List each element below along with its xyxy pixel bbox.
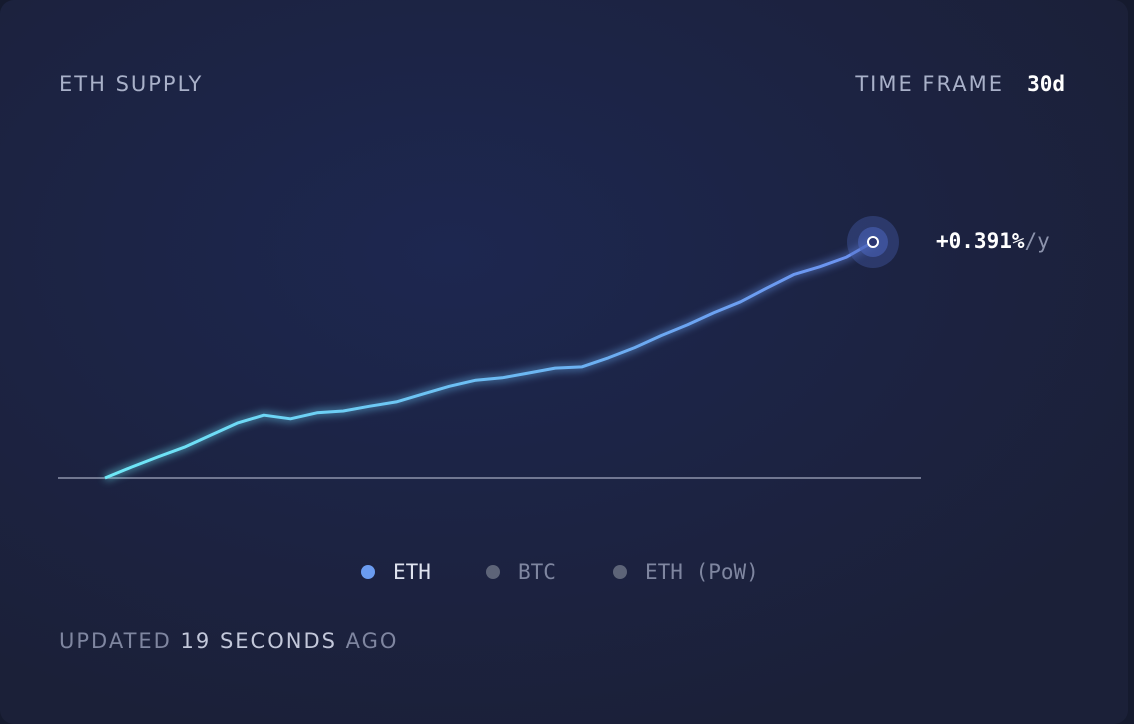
footer-unit: SECONDS bbox=[220, 629, 337, 653]
legend-item[interactable]: ETH (PoW) bbox=[645, 560, 759, 584]
legend-dot bbox=[486, 565, 500, 579]
updated-footer: UPDATED 19 SECONDS AGO bbox=[59, 629, 398, 653]
line bbox=[104, 240, 874, 480]
footer-suffix: AGO bbox=[346, 629, 399, 653]
end-value: +0.391% bbox=[936, 229, 1025, 253]
end-unit: /y bbox=[1025, 229, 1050, 253]
legend-item[interactable]: BTC bbox=[518, 560, 556, 584]
end-label: +0.391%/y bbox=[936, 229, 1050, 253]
footer-prefix: UPDATED bbox=[59, 629, 172, 653]
end-point bbox=[867, 236, 879, 248]
time-frame-button[interactable]: 30d bbox=[1027, 72, 1065, 96]
chart-title: ETH SUPPLY bbox=[59, 72, 203, 96]
legend-item[interactable]: ETH bbox=[393, 560, 431, 584]
legend-dot bbox=[361, 565, 375, 579]
legend-dot bbox=[613, 565, 627, 579]
footer-count: 19 bbox=[181, 629, 212, 653]
time-frame-label: TIME FRAME bbox=[854, 72, 1004, 96]
